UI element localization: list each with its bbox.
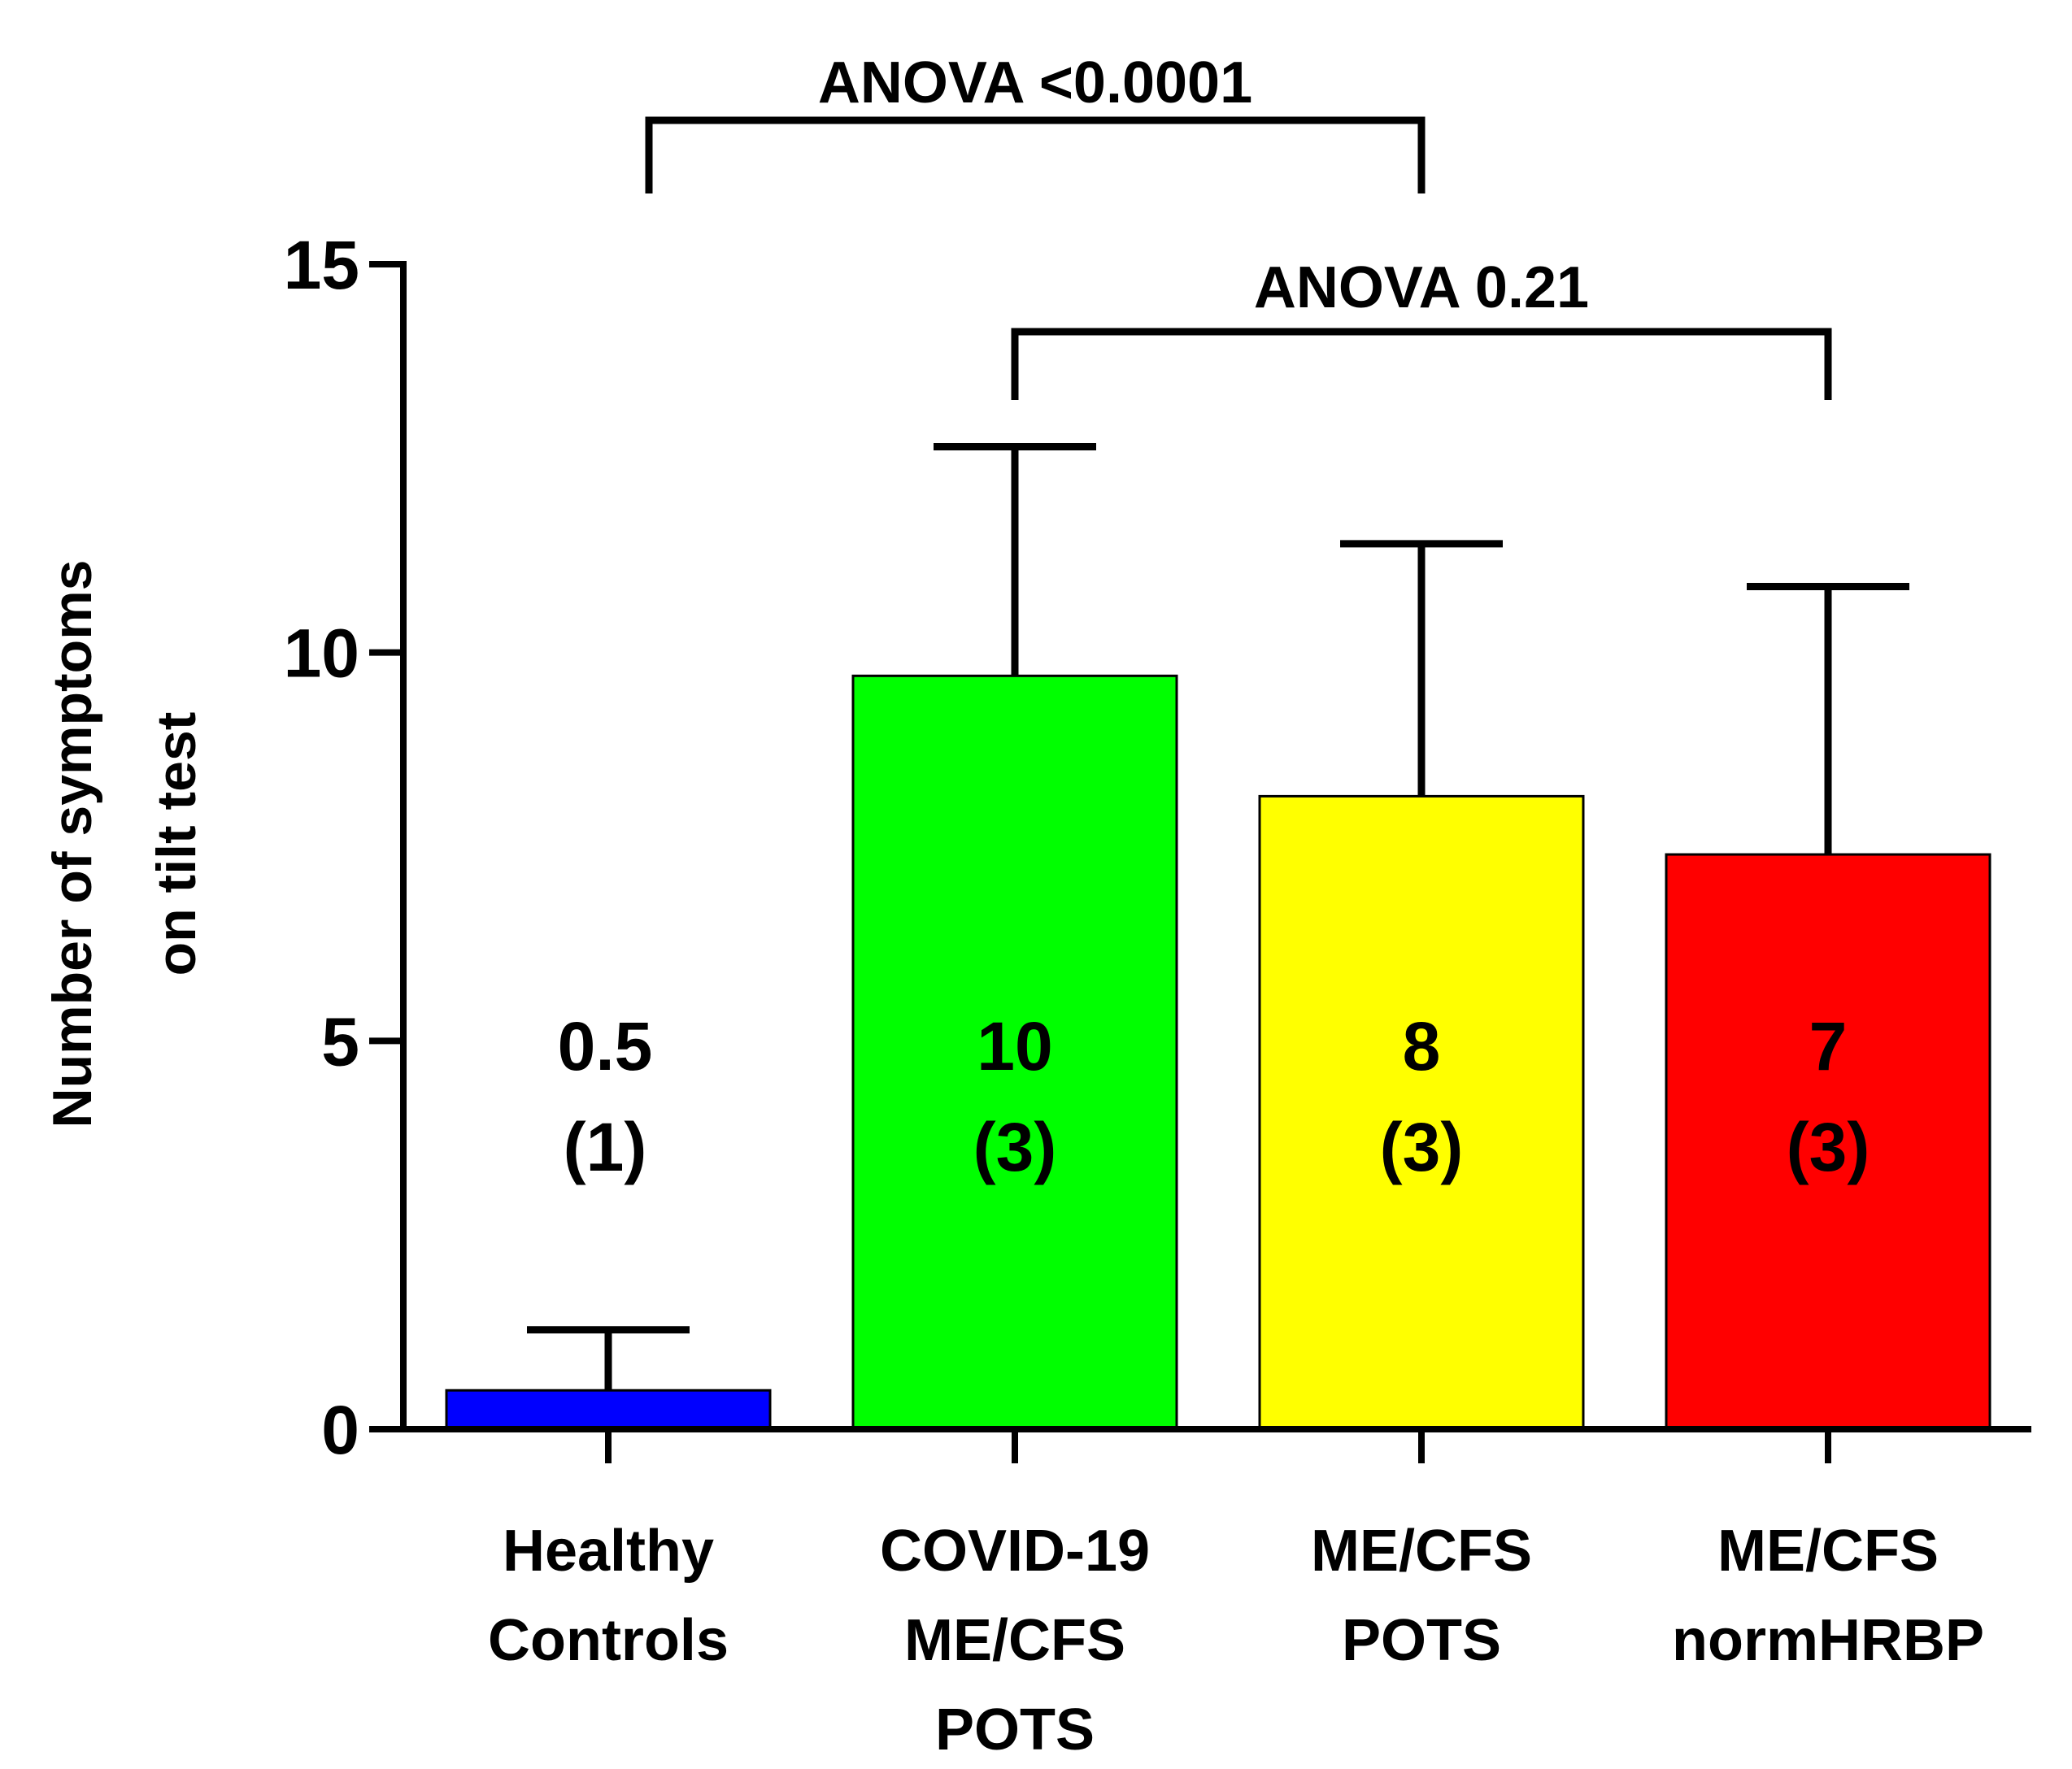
bar-mean-label: 10 — [977, 1008, 1052, 1084]
bar-0 — [445, 1389, 772, 1431]
axes-layer — [400, 261, 2031, 1432]
x-tick-label: ME/CFS — [1311, 1519, 1532, 1584]
bar-value-labels: 0.5 (1) 10 (3) 8 (3) 7 (3) — [558, 1008, 1870, 1185]
bar-mean-label: 7 — [1809, 1008, 1848, 1084]
bar-sd-label: (3) — [1787, 1109, 1870, 1185]
anova-brackets: ANOVA <0.0001 ANOVA 0.21 — [645, 50, 1832, 400]
anova-label-1: ANOVA 0.21 — [1254, 255, 1589, 320]
x-tick-label: ME/CFS — [904, 1608, 1125, 1673]
bar-mean-label: 0.5 — [558, 1008, 653, 1084]
y-ticks-layer: 0 5 10 15 — [284, 227, 403, 1468]
x-tick-label: COVID-19 — [880, 1519, 1150, 1584]
x-tick-label: POTS — [1342, 1608, 1501, 1673]
x-ticks-layer: Healthy Controls COVID-19 ME/CFS POTS ME/CFS P… — [488, 1429, 1984, 1762]
bar-sd-label: (3) — [1380, 1109, 1464, 1185]
y-tick-label: 15 — [284, 227, 359, 303]
x-tick-label: POTS — [935, 1697, 1095, 1762]
y-tick-label: 0 — [321, 1392, 359, 1468]
error-bars-layer — [527, 443, 1909, 1391]
y-tick-label: 10 — [284, 615, 359, 692]
anova-label-0: ANOVA <0.0001 — [818, 50, 1252, 115]
bars-layer — [445, 674, 1991, 1431]
x-tick-label: ME/CFS — [1717, 1519, 1939, 1584]
y-axis-title-line2: on tilt test — [146, 712, 207, 976]
anova-bracket-0 — [645, 116, 1426, 193]
x-tick-label: Controls — [488, 1608, 729, 1673]
x-tick-label: normHRBP — [1672, 1608, 1984, 1673]
bar-sd-label: (1) — [564, 1109, 647, 1185]
y-tick-label: 5 — [321, 1003, 359, 1080]
x-tick-label: Healthy — [503, 1519, 714, 1584]
bar-1 — [851, 674, 1178, 1431]
y-axis-title-line1: Number of symptoms — [41, 560, 103, 1128]
bar-sd-label: (3) — [973, 1109, 1057, 1185]
bar-2 — [1258, 794, 1585, 1431]
bar-mean-label: 8 — [1403, 1008, 1441, 1084]
anova-bracket-1 — [1011, 328, 1832, 400]
